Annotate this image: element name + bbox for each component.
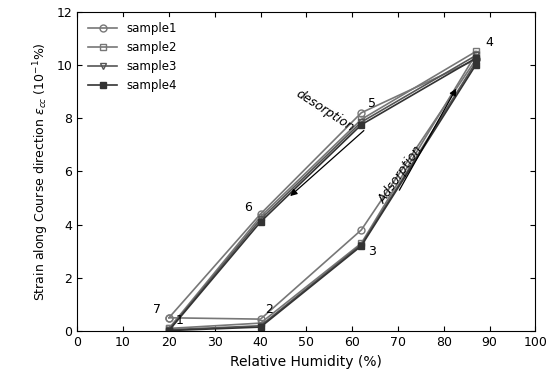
sample1 — [257, 317, 264, 321]
Text: 2: 2 — [265, 303, 273, 316]
sample4 — [166, 328, 172, 333]
sample4 — [257, 325, 264, 330]
sample2 — [358, 241, 365, 246]
sample1 — [473, 57, 479, 62]
Text: desorption: desorption — [293, 87, 356, 134]
Text: 1: 1 — [176, 314, 184, 327]
Text: Adsorption: Adsorption — [375, 143, 425, 206]
Text: 7: 7 — [153, 303, 161, 316]
Text: 3: 3 — [368, 245, 376, 258]
sample1 — [166, 315, 172, 320]
Line: sample1: sample1 — [166, 56, 479, 323]
Legend: sample1, sample2, sample3, sample4: sample1, sample2, sample3, sample4 — [83, 17, 182, 97]
sample4 — [473, 62, 479, 67]
sample3 — [166, 328, 172, 332]
sample3 — [358, 242, 365, 247]
Line: sample4: sample4 — [166, 61, 479, 334]
sample2 — [257, 321, 264, 325]
Text: 6: 6 — [245, 201, 252, 214]
Line: sample3: sample3 — [166, 59, 479, 333]
X-axis label: Relative Humidity (%): Relative Humidity (%) — [230, 355, 383, 368]
Text: 4: 4 — [485, 36, 493, 49]
Text: 5: 5 — [368, 97, 376, 110]
sample2 — [473, 52, 479, 57]
sample3 — [473, 60, 479, 64]
sample4 — [358, 244, 365, 248]
sample1 — [358, 228, 365, 232]
sample3 — [257, 323, 264, 328]
Y-axis label: Strain along Course direction $\varepsilon_{cc}$ $(10^{-1}\%)$: Strain along Course direction $\varepsil… — [31, 42, 51, 301]
sample2 — [166, 326, 172, 331]
Line: sample2: sample2 — [166, 51, 479, 332]
